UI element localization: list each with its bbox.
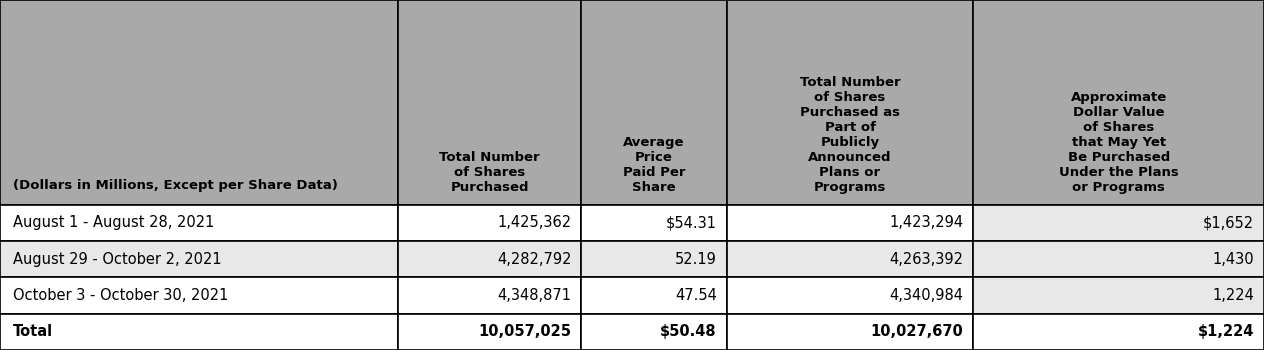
Text: Total: Total (13, 324, 53, 339)
Text: 10,027,670: 10,027,670 (871, 324, 963, 339)
Bar (973, 0, 1264, 205)
Bar (0, 314, 398, 350)
Text: $1,224: $1,224 (1197, 324, 1254, 339)
Bar (0, 0, 398, 205)
Text: 4,263,392: 4,263,392 (889, 252, 963, 267)
Text: $1,652: $1,652 (1203, 215, 1254, 230)
Bar (727, 205, 973, 241)
Bar (973, 314, 1264, 350)
Text: 1,425,362: 1,425,362 (497, 215, 571, 230)
Bar (727, 241, 973, 277)
Bar (398, 277, 581, 314)
Text: October 3 - October 30, 2021: October 3 - October 30, 2021 (13, 288, 228, 303)
Bar (0, 205, 398, 241)
Text: 52.19: 52.19 (675, 252, 717, 267)
Bar (398, 0, 581, 205)
Bar (973, 277, 1264, 314)
Bar (727, 277, 973, 314)
Bar (398, 241, 581, 277)
Text: August 1 - August 28, 2021: August 1 - August 28, 2021 (13, 215, 214, 230)
Bar (581, 241, 727, 277)
Bar (0, 241, 398, 277)
Text: 4,282,792: 4,282,792 (497, 252, 571, 267)
Bar (398, 205, 581, 241)
Bar (581, 0, 727, 205)
Bar (973, 205, 1264, 241)
Bar (973, 241, 1264, 277)
Text: Total Number
of Shares
Purchased: Total Number of Shares Purchased (440, 151, 540, 194)
Bar (0, 277, 398, 314)
Text: $50.48: $50.48 (660, 324, 717, 339)
Text: 4,340,984: 4,340,984 (889, 288, 963, 303)
Bar (581, 205, 727, 241)
Text: Average
Price
Paid Per
Share: Average Price Paid Per Share (623, 136, 685, 194)
Text: 47.54: 47.54 (675, 288, 717, 303)
Text: 4,348,871: 4,348,871 (497, 288, 571, 303)
Text: 1,224: 1,224 (1212, 288, 1254, 303)
Bar (398, 314, 581, 350)
Bar (581, 314, 727, 350)
Text: 1,423,294: 1,423,294 (889, 215, 963, 230)
Text: (Dollars in Millions, Except per Share Data): (Dollars in Millions, Except per Share D… (13, 180, 337, 193)
Text: 10,057,025: 10,057,025 (478, 324, 571, 339)
Bar (581, 277, 727, 314)
Text: 1,430: 1,430 (1212, 252, 1254, 267)
Text: August 29 - October 2, 2021: August 29 - October 2, 2021 (13, 252, 221, 267)
Text: Total Number
of Shares
Purchased as
Part of
Publicly
Announced
Plans or
Programs: Total Number of Shares Purchased as Part… (800, 76, 900, 194)
Bar (727, 0, 973, 205)
Bar (727, 314, 973, 350)
Text: Approximate
Dollar Value
of Shares
that May Yet
Be Purchased
Under the Plans
or : Approximate Dollar Value of Shares that … (1059, 91, 1178, 194)
Text: $54.31: $54.31 (666, 215, 717, 230)
